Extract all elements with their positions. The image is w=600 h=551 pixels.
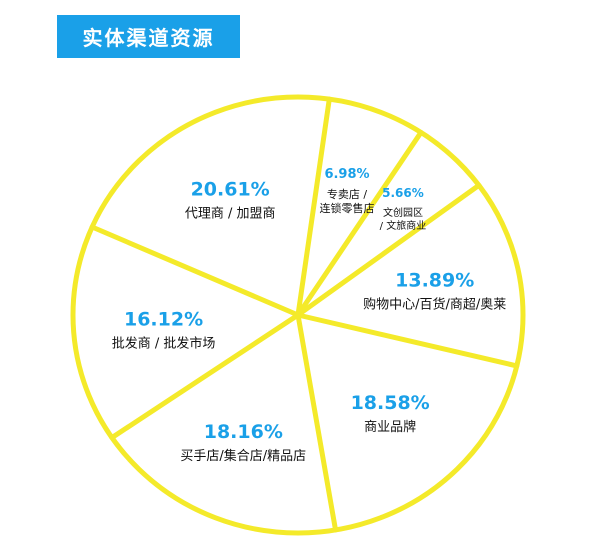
slice-divider (109, 312, 301, 441)
slice-value-label: 18.16% (204, 421, 283, 443)
chart-title: 实体渠道资源 (57, 15, 240, 58)
slice-category-label: 商业品牌 (364, 419, 416, 435)
slice-category-label: 购物中心/百货/商超/奥莱 (363, 297, 506, 313)
slice-category-label: / 文旅商业 (380, 219, 427, 232)
slice-divider (295, 312, 520, 369)
slice-divider (295, 96, 332, 318)
slice-category-label: 文创园区 (383, 206, 423, 219)
slice-category-label: 买手店/集合店/精品店 (180, 448, 306, 464)
slice-category-label: 批发商 / 批发市场 (112, 335, 216, 351)
pie-outline (70, 94, 526, 536)
slice-category-label: 代理商 / 加盟商 (185, 206, 276, 221)
slice-value-label: 6.98% (324, 167, 369, 182)
slice-divider (295, 312, 339, 533)
slice-divider (295, 129, 424, 318)
slice-value-label: 20.61% (191, 178, 270, 200)
slice-value-label: 5.66% (382, 186, 424, 200)
slice-value-label: 16.12% (124, 308, 203, 330)
slice-category-label: 专卖店 / (327, 187, 367, 201)
slice-value-label: 18.58% (351, 392, 430, 414)
slice-divider (295, 182, 482, 318)
slice-category-label: 连锁零售店 (319, 201, 374, 215)
slice-value-label: 13.89% (395, 270, 474, 292)
slice-divider (89, 224, 301, 318)
